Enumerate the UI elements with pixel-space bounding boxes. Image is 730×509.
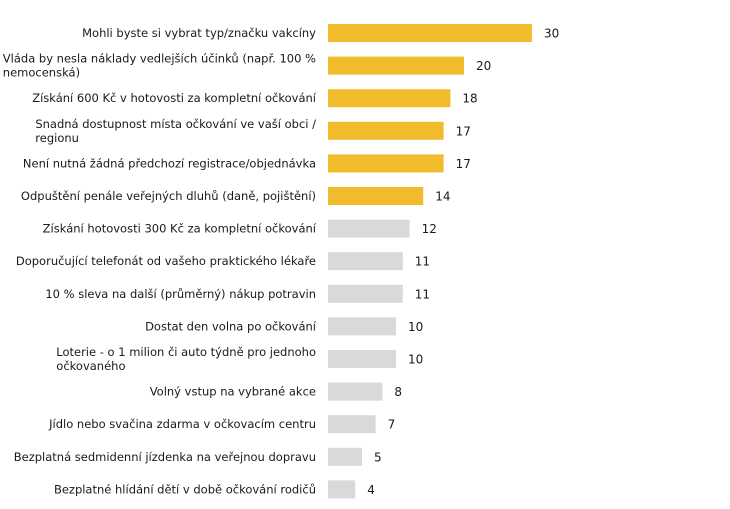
category-label-2: Získání 600 Kč v hotovosti za kompletní … xyxy=(32,91,317,105)
bar-7 xyxy=(328,252,403,271)
bar-10 xyxy=(328,350,396,368)
category-label-0: Mohli byste si vybrat typ/značku vakcíny xyxy=(82,26,316,40)
value-label-3: 17 xyxy=(456,124,471,138)
category-label-1: Vláda by nesla náklady vedlejších účinků… xyxy=(3,52,316,80)
bar-6 xyxy=(328,219,410,238)
bar-13 xyxy=(328,447,362,466)
category-label-7: Doporučující telefonát od vašeho praktic… xyxy=(16,254,316,268)
value-label-12: 7 xyxy=(388,418,396,432)
value-label-5: 14 xyxy=(435,190,450,204)
category-label-8: 10 % sleva na další (průměrný) nákup pot… xyxy=(45,287,316,301)
category-label-5: Odpuštění penále veřejných dluhů (daně, … xyxy=(21,189,316,203)
value-label-8: 11 xyxy=(415,287,430,301)
bar-3 xyxy=(328,121,444,140)
category-label-4: Není nutná žádná předchozí registrace/ob… xyxy=(23,156,316,170)
bar-2 xyxy=(328,89,451,108)
bar-8 xyxy=(328,284,403,303)
value-label-13: 5 xyxy=(374,450,382,464)
value-label-6: 12 xyxy=(422,222,437,236)
category-label-12: Jídlo nebo svačina zdarma v očkovacím ce… xyxy=(48,417,316,431)
category-label-11: Volný vstup na vybrané akce xyxy=(150,385,316,399)
category-label-13: Bezplatná sedmidenní jízdenka na veřejno… xyxy=(14,450,316,464)
category-label-6: Získání hotovosti 300 Kč za kompletní oč… xyxy=(43,222,317,236)
bar-11 xyxy=(328,382,383,401)
bar-0 xyxy=(328,24,532,42)
bar-4 xyxy=(328,154,444,173)
value-label-2: 18 xyxy=(462,92,477,106)
value-label-0: 30 xyxy=(544,27,559,41)
value-label-10: 10 xyxy=(408,353,423,367)
bar-12 xyxy=(328,415,376,434)
value-label-11: 8 xyxy=(394,385,402,399)
bar-1 xyxy=(328,56,464,75)
bar-5 xyxy=(328,187,424,205)
value-label-14: 4 xyxy=(367,483,375,497)
value-label-7: 11 xyxy=(415,255,430,269)
value-label-4: 17 xyxy=(456,157,471,171)
category-label-3: Snadná dostupnost místa očkování ve vaší… xyxy=(35,117,316,145)
category-label-14: Bezplatné hlídání dětí v době očkování r… xyxy=(54,482,316,496)
value-label-1: 20 xyxy=(476,59,491,73)
bar-14 xyxy=(328,480,356,499)
value-label-9: 10 xyxy=(408,320,423,334)
bar-9 xyxy=(328,317,396,336)
category-label-9: Dostat den volna po očkování xyxy=(145,319,317,333)
category-label-10: Loterie - o 1 milion či auto týdně pro j… xyxy=(56,345,316,373)
